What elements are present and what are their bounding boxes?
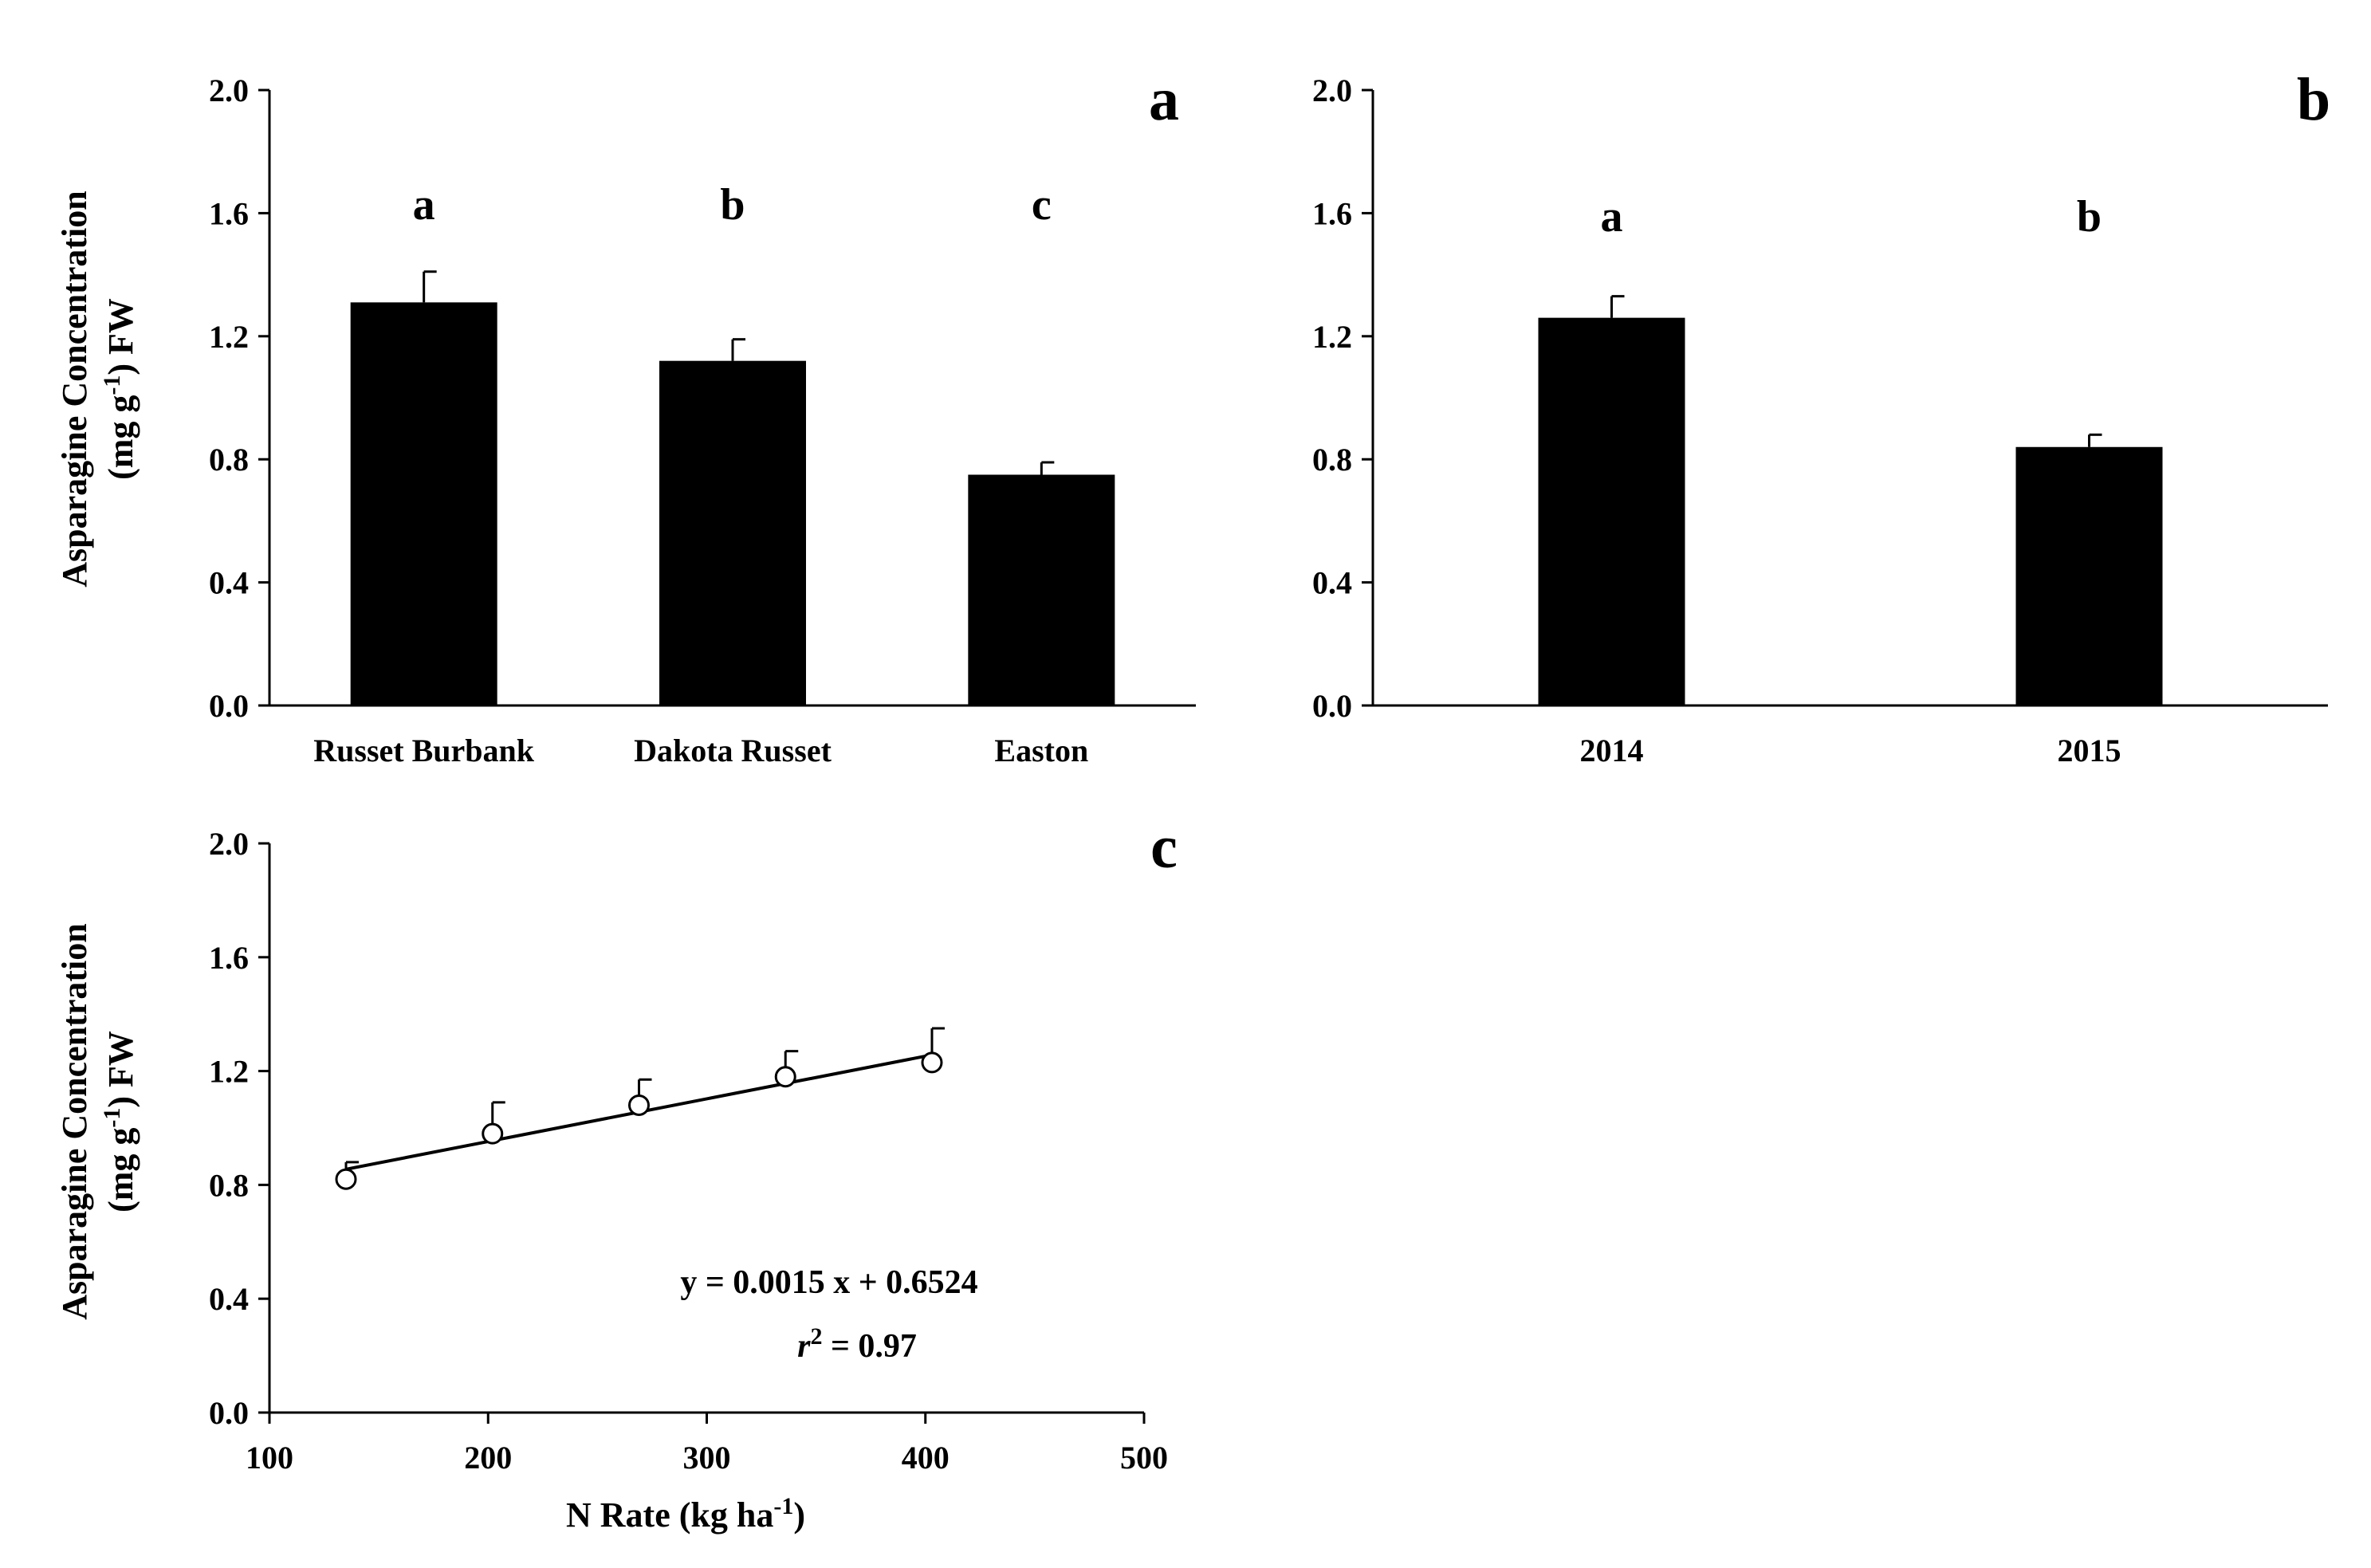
panel-b-significance-letter: a bbox=[1601, 192, 1623, 242]
panel-a-significance-letter: c bbox=[1032, 180, 1052, 230]
panel-c-x-tick-label: 100 bbox=[246, 1440, 293, 1476]
panel-a-category-label: Easton bbox=[994, 733, 1088, 768]
panel-a-letter: a bbox=[1149, 66, 1179, 133]
panel-b-y-tick-label: 0.0 bbox=[1312, 688, 1352, 724]
panel-c-y-tick-label: 2.0 bbox=[209, 826, 249, 862]
panel-c-data-point bbox=[482, 1122, 504, 1145]
panel-c-data-point bbox=[921, 1051, 943, 1074]
panel-b-category-label: 2015 bbox=[2058, 733, 2121, 768]
panel-a-y-tick-label: 1.6 bbox=[209, 195, 249, 231]
panel-a-bar bbox=[350, 302, 497, 705]
panel-b-y-tick-label: 1.6 bbox=[1312, 195, 1352, 231]
panel-c-xlabel: N Rate (kg ha-1) bbox=[566, 1493, 805, 1535]
panel-a-y-tick-label: 0.8 bbox=[209, 442, 249, 477]
panel-c: c Asparagine Concentration (mg g-1) FW N… bbox=[55, 814, 1178, 1535]
panel-c-ylabel-line2: (mg g-1) FW bbox=[99, 1031, 140, 1212]
panel-a-category-label: Dakota Russet bbox=[634, 733, 832, 768]
panel-c-x-tick-label: 200 bbox=[464, 1440, 512, 1476]
panel-c-y-tick-label: 0.0 bbox=[209, 1395, 249, 1431]
panel-b-bar bbox=[2015, 446, 2163, 705]
panel-c-x-tick-label: 300 bbox=[683, 1440, 731, 1476]
panel-c-data-point bbox=[774, 1066, 796, 1088]
panel-a-ylabel-line2: (mg g-1) FW bbox=[99, 298, 140, 480]
panel-b-y-tick-label: 0.8 bbox=[1312, 442, 1352, 477]
panel-c-data-point bbox=[335, 1168, 357, 1190]
panel-b-bar bbox=[1538, 317, 1685, 705]
panel-b-y-tick-label: 0.4 bbox=[1312, 565, 1352, 601]
panel-c-y-tick-label: 1.6 bbox=[209, 940, 249, 976]
panel-b-category-label: 2014 bbox=[1580, 733, 1644, 768]
panel-a-bar bbox=[968, 474, 1115, 705]
panel-a-category-label: Russet Burbank bbox=[313, 733, 535, 768]
panel-c-y-tick-label: 1.2 bbox=[209, 1054, 249, 1090]
panel-c-y-tick-label: 0.4 bbox=[209, 1281, 249, 1317]
panel-c-ylabel-line1: Asparagine Concentration bbox=[55, 923, 94, 1319]
panel-c-x-tick-label: 500 bbox=[1120, 1440, 1168, 1476]
panel-b-letter: b bbox=[2297, 66, 2330, 133]
panel-a-significance-letter: b bbox=[720, 180, 745, 230]
panel-a-y-tick-label: 0.0 bbox=[209, 688, 249, 724]
panel-c-data-point bbox=[627, 1094, 650, 1116]
panel-c-letter: c bbox=[1150, 814, 1178, 881]
panel-a-y-tick-label: 0.4 bbox=[209, 565, 249, 601]
panel-b-y-tick-label: 1.2 bbox=[1312, 319, 1352, 355]
panel-a-significance-letter: a bbox=[413, 180, 435, 230]
panel-c-y-tick-label: 0.8 bbox=[209, 1167, 249, 1203]
panel-a-y-tick-label: 2.0 bbox=[209, 73, 249, 108]
panel-a-bar bbox=[659, 360, 806, 705]
panel-a-ylabel-line1: Asparagine Concentration bbox=[55, 191, 94, 587]
r-squared-label: r2 = 0.97 bbox=[797, 1323, 917, 1365]
panel-a-y-tick-label: 1.2 bbox=[209, 319, 249, 355]
panel-b-y-tick-label: 2.0 bbox=[1312, 73, 1352, 108]
regression-equation: y = 0.0015 x + 0.6524 bbox=[680, 1264, 977, 1301]
panel-c-x-tick-label: 400 bbox=[902, 1440, 950, 1476]
panel-b: b 0.0 0.4 0.8 1.2 1.6 2.0 a 2014 b 2015 bbox=[1312, 66, 2330, 768]
panel-b-significance-letter: b bbox=[2077, 192, 2102, 242]
panel-a: a Asparagine Concentration (mg g-1) FW 0… bbox=[55, 66, 1196, 768]
